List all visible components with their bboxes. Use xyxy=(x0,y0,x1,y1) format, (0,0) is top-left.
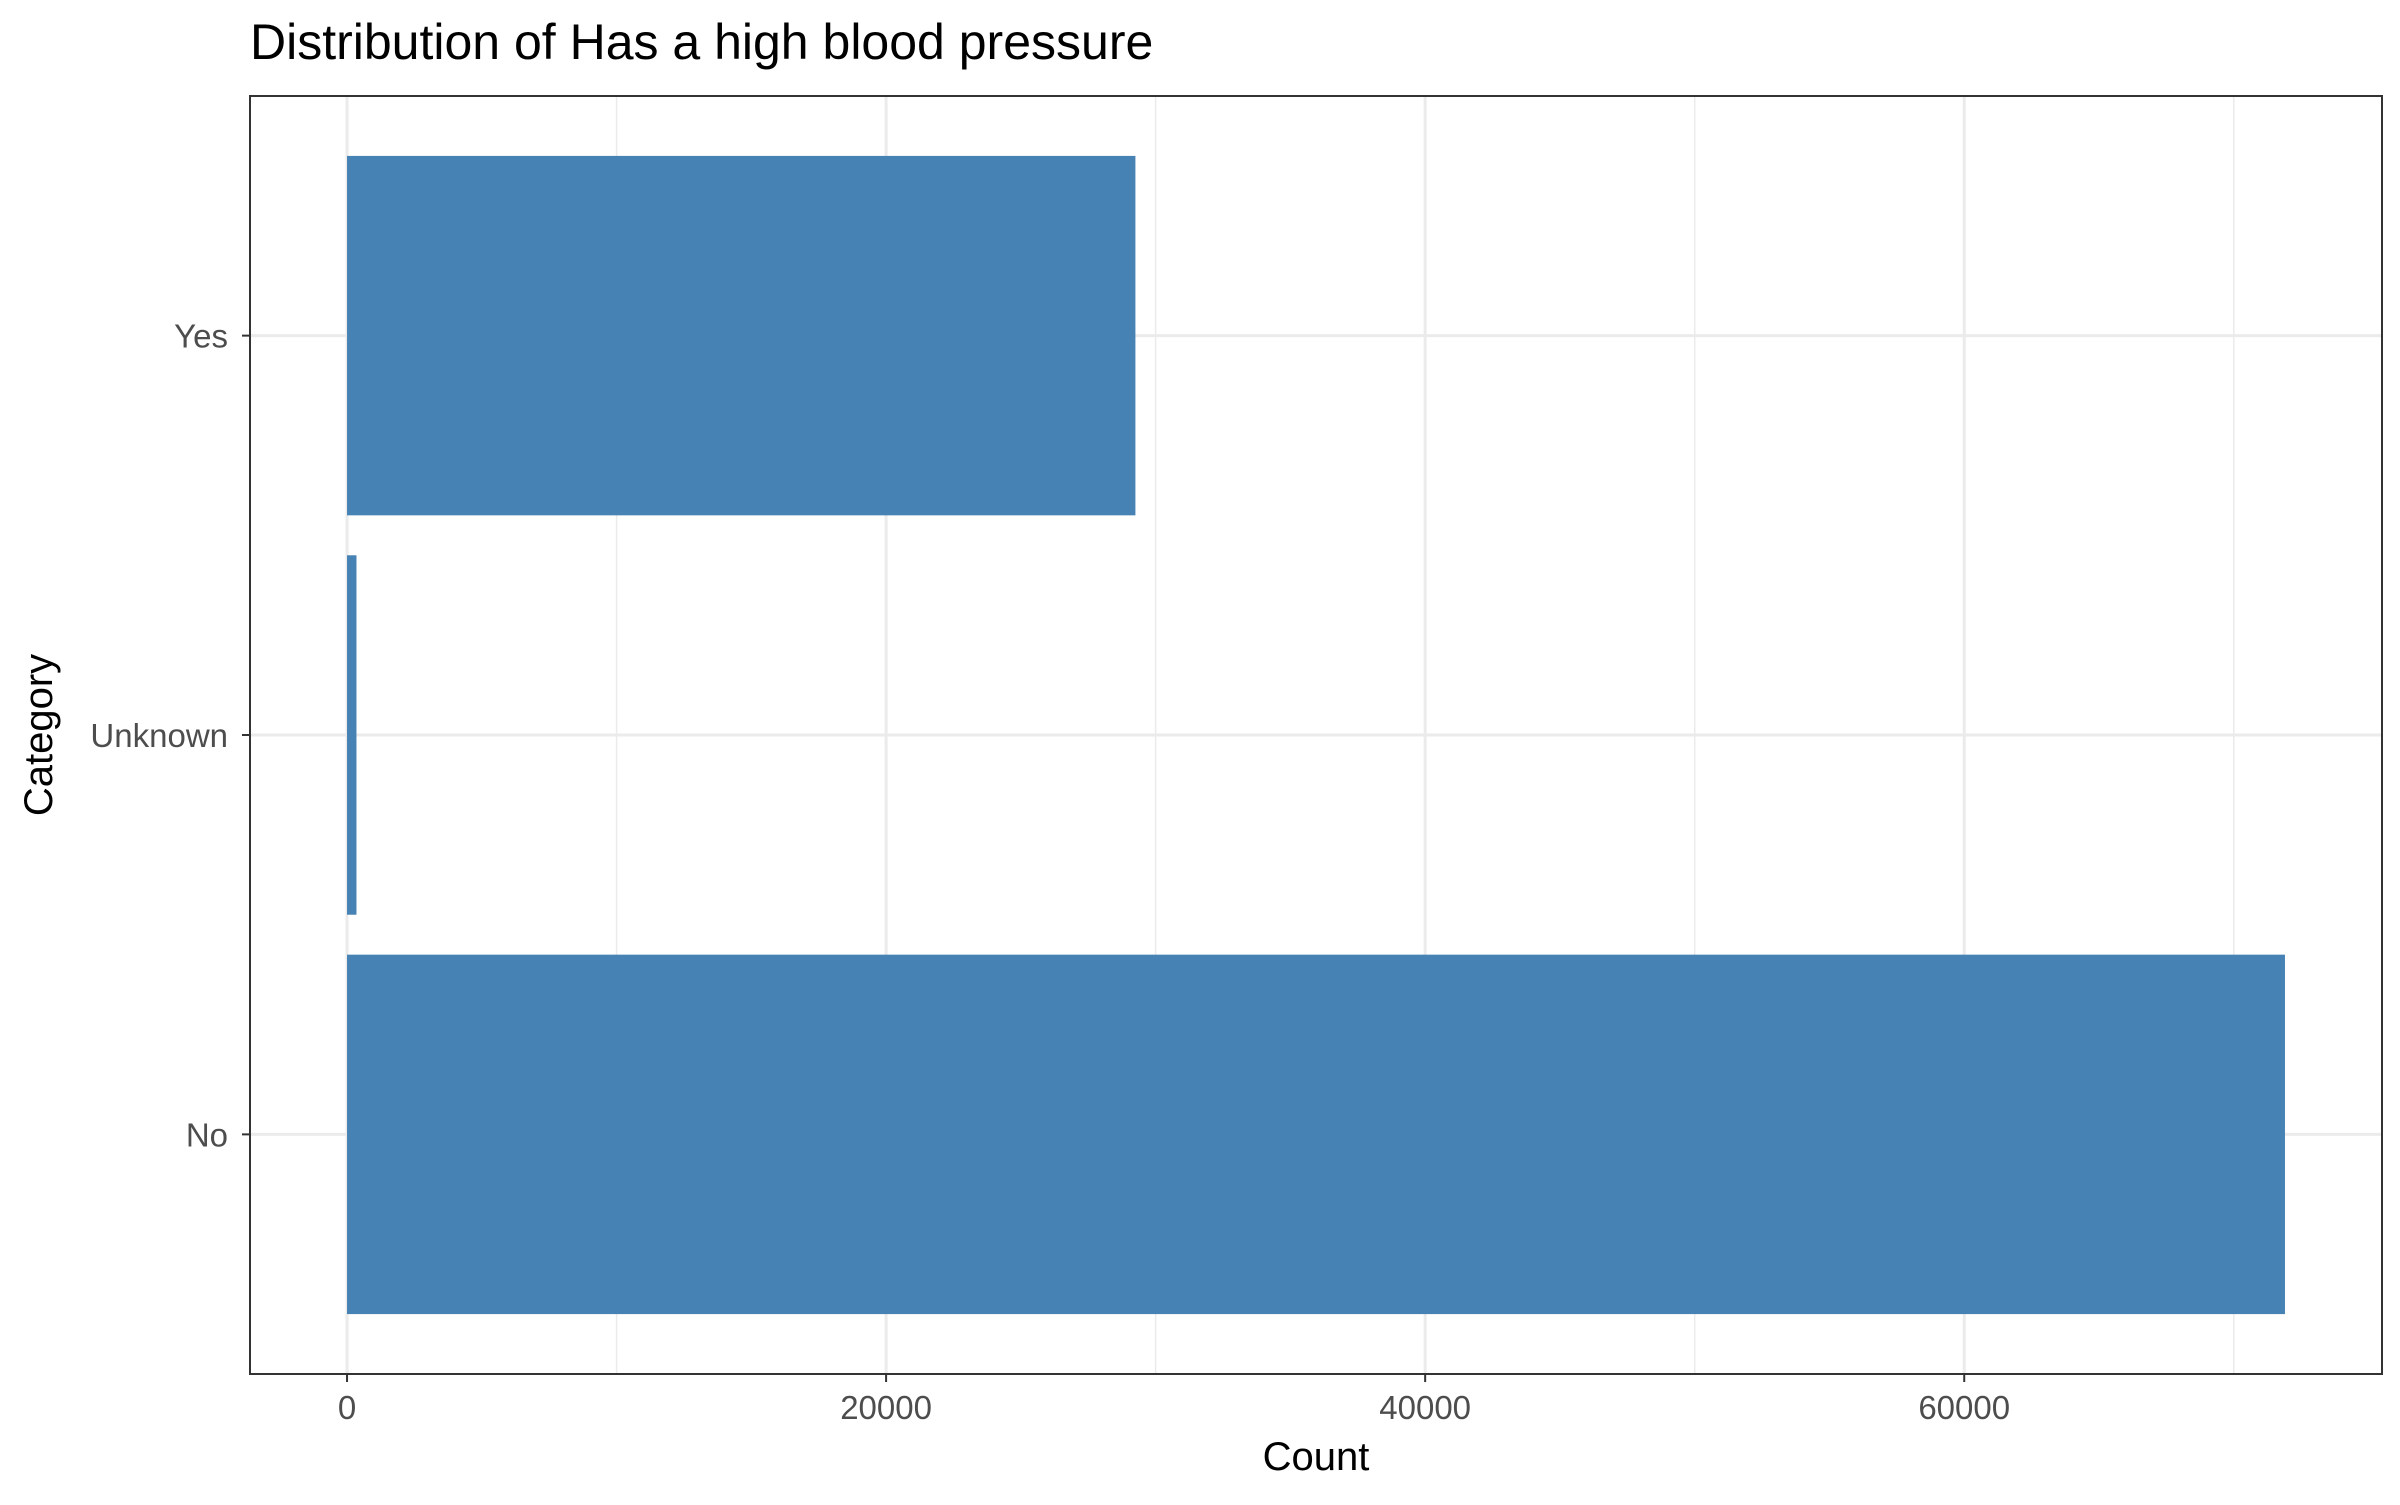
y-axis-title: Category xyxy=(17,654,61,816)
y-tick-label: Unknown xyxy=(90,717,228,754)
y-axis: No Unknown Yes xyxy=(90,318,250,1153)
x-axis: 0 20000 40000 60000 xyxy=(338,1374,2010,1426)
x-tick-label: 40000 xyxy=(1379,1389,1471,1426)
x-tick-label: 0 xyxy=(338,1389,356,1426)
bar-yes xyxy=(347,155,1136,516)
chart-title: Distribution of Has a high blood pressur… xyxy=(250,14,1153,70)
bars xyxy=(347,155,2285,1315)
y-tick-label: Yes xyxy=(174,318,228,355)
x-tick-label: 20000 xyxy=(840,1389,932,1426)
y-tick-label: No xyxy=(186,1116,228,1153)
bar-unknown xyxy=(347,555,357,915)
bar-no xyxy=(347,954,2285,1315)
x-tick-label: 60000 xyxy=(1918,1389,2010,1426)
x-axis-title: Count xyxy=(1263,1435,1370,1479)
